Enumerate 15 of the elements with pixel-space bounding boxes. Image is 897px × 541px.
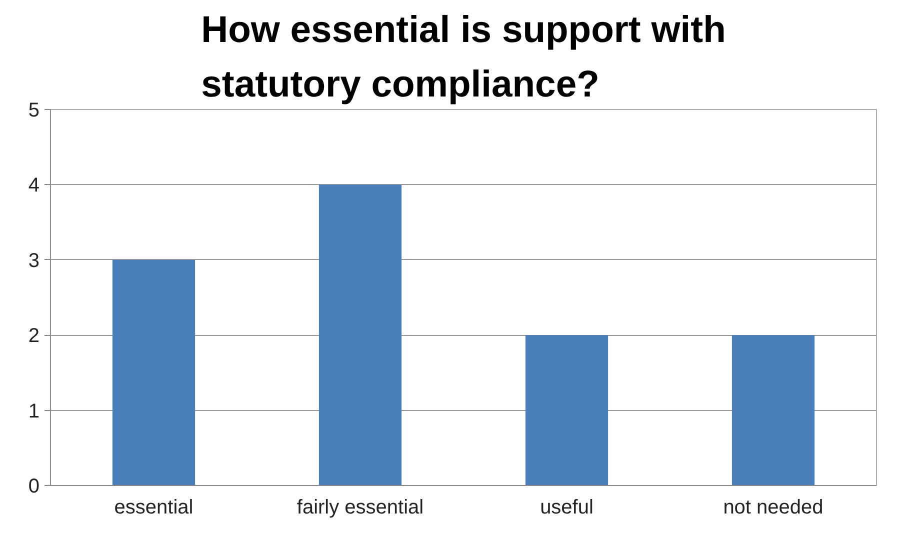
chart-title: How essential is support with statutory compliance?: [201, 8, 726, 104]
bar: [525, 335, 608, 486]
y-tick-label: 1: [28, 400, 40, 422]
y-tick-label: 2: [28, 325, 40, 348]
y-tick-label: 4: [28, 174, 40, 197]
y-tick-label: 5: [28, 100, 40, 122]
y-tick-label: 0: [28, 476, 40, 498]
y-tick-label: 3: [28, 250, 40, 272]
x-tick-label: essential: [114, 496, 194, 518]
bar: [318, 184, 402, 486]
x-tick-label: useful: [540, 496, 594, 518]
bar: [112, 260, 196, 486]
x-tick-label: fairly essential: [296, 496, 424, 518]
bar: [732, 335, 815, 486]
x-tick-label: not needed: [723, 496, 824, 518]
